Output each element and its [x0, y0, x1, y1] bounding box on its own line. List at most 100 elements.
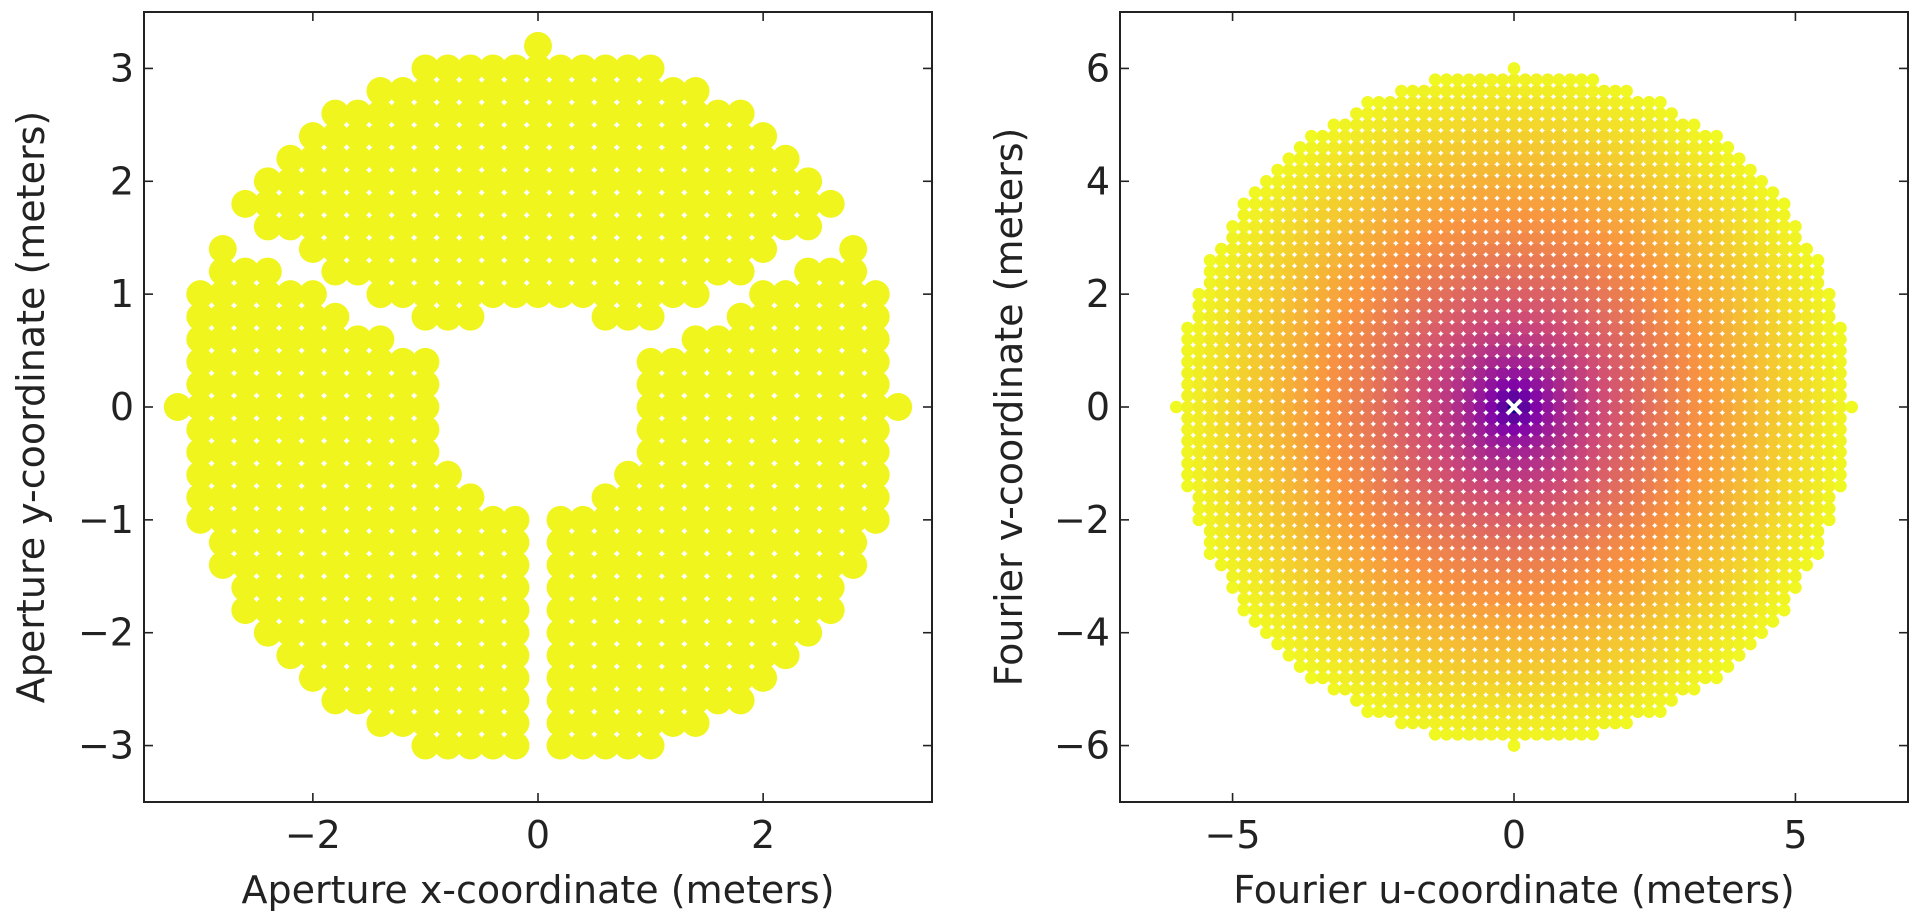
fourier-point — [1586, 513, 1600, 527]
fourier-point — [1372, 231, 1386, 245]
fourier-point — [1271, 524, 1284, 538]
fourier-point — [1417, 547, 1431, 561]
aperture-point — [726, 460, 755, 489]
fourier-point — [1451, 174, 1465, 188]
aperture-point — [726, 370, 755, 399]
fourier-point — [1575, 186, 1588, 199]
aperture-point — [343, 618, 372, 647]
fourier-point — [1440, 547, 1453, 561]
aperture-point — [546, 189, 575, 218]
aperture-point — [231, 573, 260, 602]
fourier-point — [1383, 502, 1397, 515]
fourier-point — [1226, 253, 1239, 267]
fourier-point — [1192, 434, 1206, 448]
fourier-point — [1215, 536, 1228, 549]
fourier-point — [1260, 355, 1273, 369]
fourier-point — [1676, 648, 1690, 662]
fourier-point — [1496, 344, 1510, 357]
aperture-point — [704, 551, 733, 579]
fourier-point — [1395, 502, 1408, 515]
aperture-point — [253, 618, 282, 647]
aperture-point — [816, 483, 845, 512]
aperture-point — [321, 505, 350, 534]
fourier-point — [1473, 513, 1487, 527]
fourier-point — [1383, 671, 1397, 685]
fourier-point — [1496, 310, 1510, 324]
fourier-point — [1609, 141, 1622, 154]
fourier-point — [1462, 660, 1476, 673]
fourier-point — [1597, 457, 1611, 470]
fourier-point — [1620, 468, 1633, 482]
fourier-point — [1518, 727, 1532, 741]
aperture-point — [479, 280, 507, 309]
fourier-point — [1732, 648, 1746, 662]
fourier-point — [1744, 400, 1757, 414]
aperture-point — [276, 393, 305, 421]
aperture-point — [659, 596, 688, 625]
fourier-point — [1361, 411, 1374, 425]
aperture-point — [704, 393, 733, 421]
fourier-point — [1361, 242, 1374, 256]
fourier-point — [1800, 524, 1813, 538]
fourier-point — [1395, 242, 1408, 256]
fourier-point — [1395, 400, 1408, 414]
fourier-point — [1575, 581, 1588, 594]
aperture-point — [321, 528, 350, 557]
fourier-point — [1473, 468, 1487, 482]
fourier-point — [1755, 468, 1768, 482]
fourier-point — [1552, 197, 1566, 211]
fourier-point — [1811, 536, 1825, 549]
fourier-point — [1507, 355, 1521, 369]
fourier-point — [1293, 231, 1307, 245]
fourier-point — [1462, 547, 1476, 561]
aperture-point — [501, 280, 530, 309]
fourier-point — [1507, 163, 1521, 177]
aperture-point — [388, 393, 417, 421]
fourier-point — [1665, 660, 1678, 673]
fourier-point — [1744, 524, 1757, 538]
fourier-point — [1496, 129, 1510, 143]
fourier-point — [1789, 490, 1802, 504]
fourier-point — [1327, 524, 1341, 538]
fourier-point — [1350, 581, 1363, 594]
fourier-point — [1361, 536, 1374, 549]
aperture-point — [726, 99, 755, 128]
fourier-point — [1676, 536, 1690, 549]
fourier-point — [1597, 479, 1611, 493]
fourier-point — [1406, 231, 1419, 245]
fourier-point — [1777, 457, 1791, 470]
fourier-point — [1485, 141, 1498, 154]
fourier-point — [1687, 423, 1701, 436]
fourier-point — [1215, 524, 1228, 538]
aperture-point — [726, 189, 755, 218]
fourier-point — [1699, 378, 1712, 391]
fourier-point — [1282, 626, 1296, 640]
fourier-point — [1530, 332, 1543, 346]
fourier-point — [1676, 163, 1690, 177]
fourier-point — [1575, 457, 1588, 470]
fourier-point — [1395, 603, 1408, 617]
fourier-point — [1305, 626, 1318, 640]
fourier-point — [1755, 603, 1768, 617]
fourier-point — [1665, 626, 1678, 640]
aperture-point — [501, 528, 530, 557]
fourier-point — [1417, 220, 1431, 233]
fourier-point — [1642, 174, 1656, 188]
aperture-point — [501, 551, 530, 579]
fourier-point — [1428, 186, 1442, 199]
fourier-point — [1755, 186, 1768, 199]
fourier-point — [1609, 445, 1622, 459]
fourier-point — [1507, 513, 1521, 527]
fourier-point — [1507, 615, 1521, 628]
aperture-point — [276, 596, 305, 625]
fourier-point — [1496, 513, 1510, 527]
fourier-point — [1597, 423, 1611, 436]
fourier-point — [1406, 682, 1419, 696]
fourier-point — [1755, 253, 1768, 267]
fourier-point — [1541, 276, 1555, 290]
aperture-point — [433, 167, 462, 196]
fourier-point — [1462, 186, 1476, 199]
fourier-point — [1282, 231, 1296, 245]
fourier-point — [1766, 344, 1780, 357]
fourier-point — [1530, 479, 1543, 493]
